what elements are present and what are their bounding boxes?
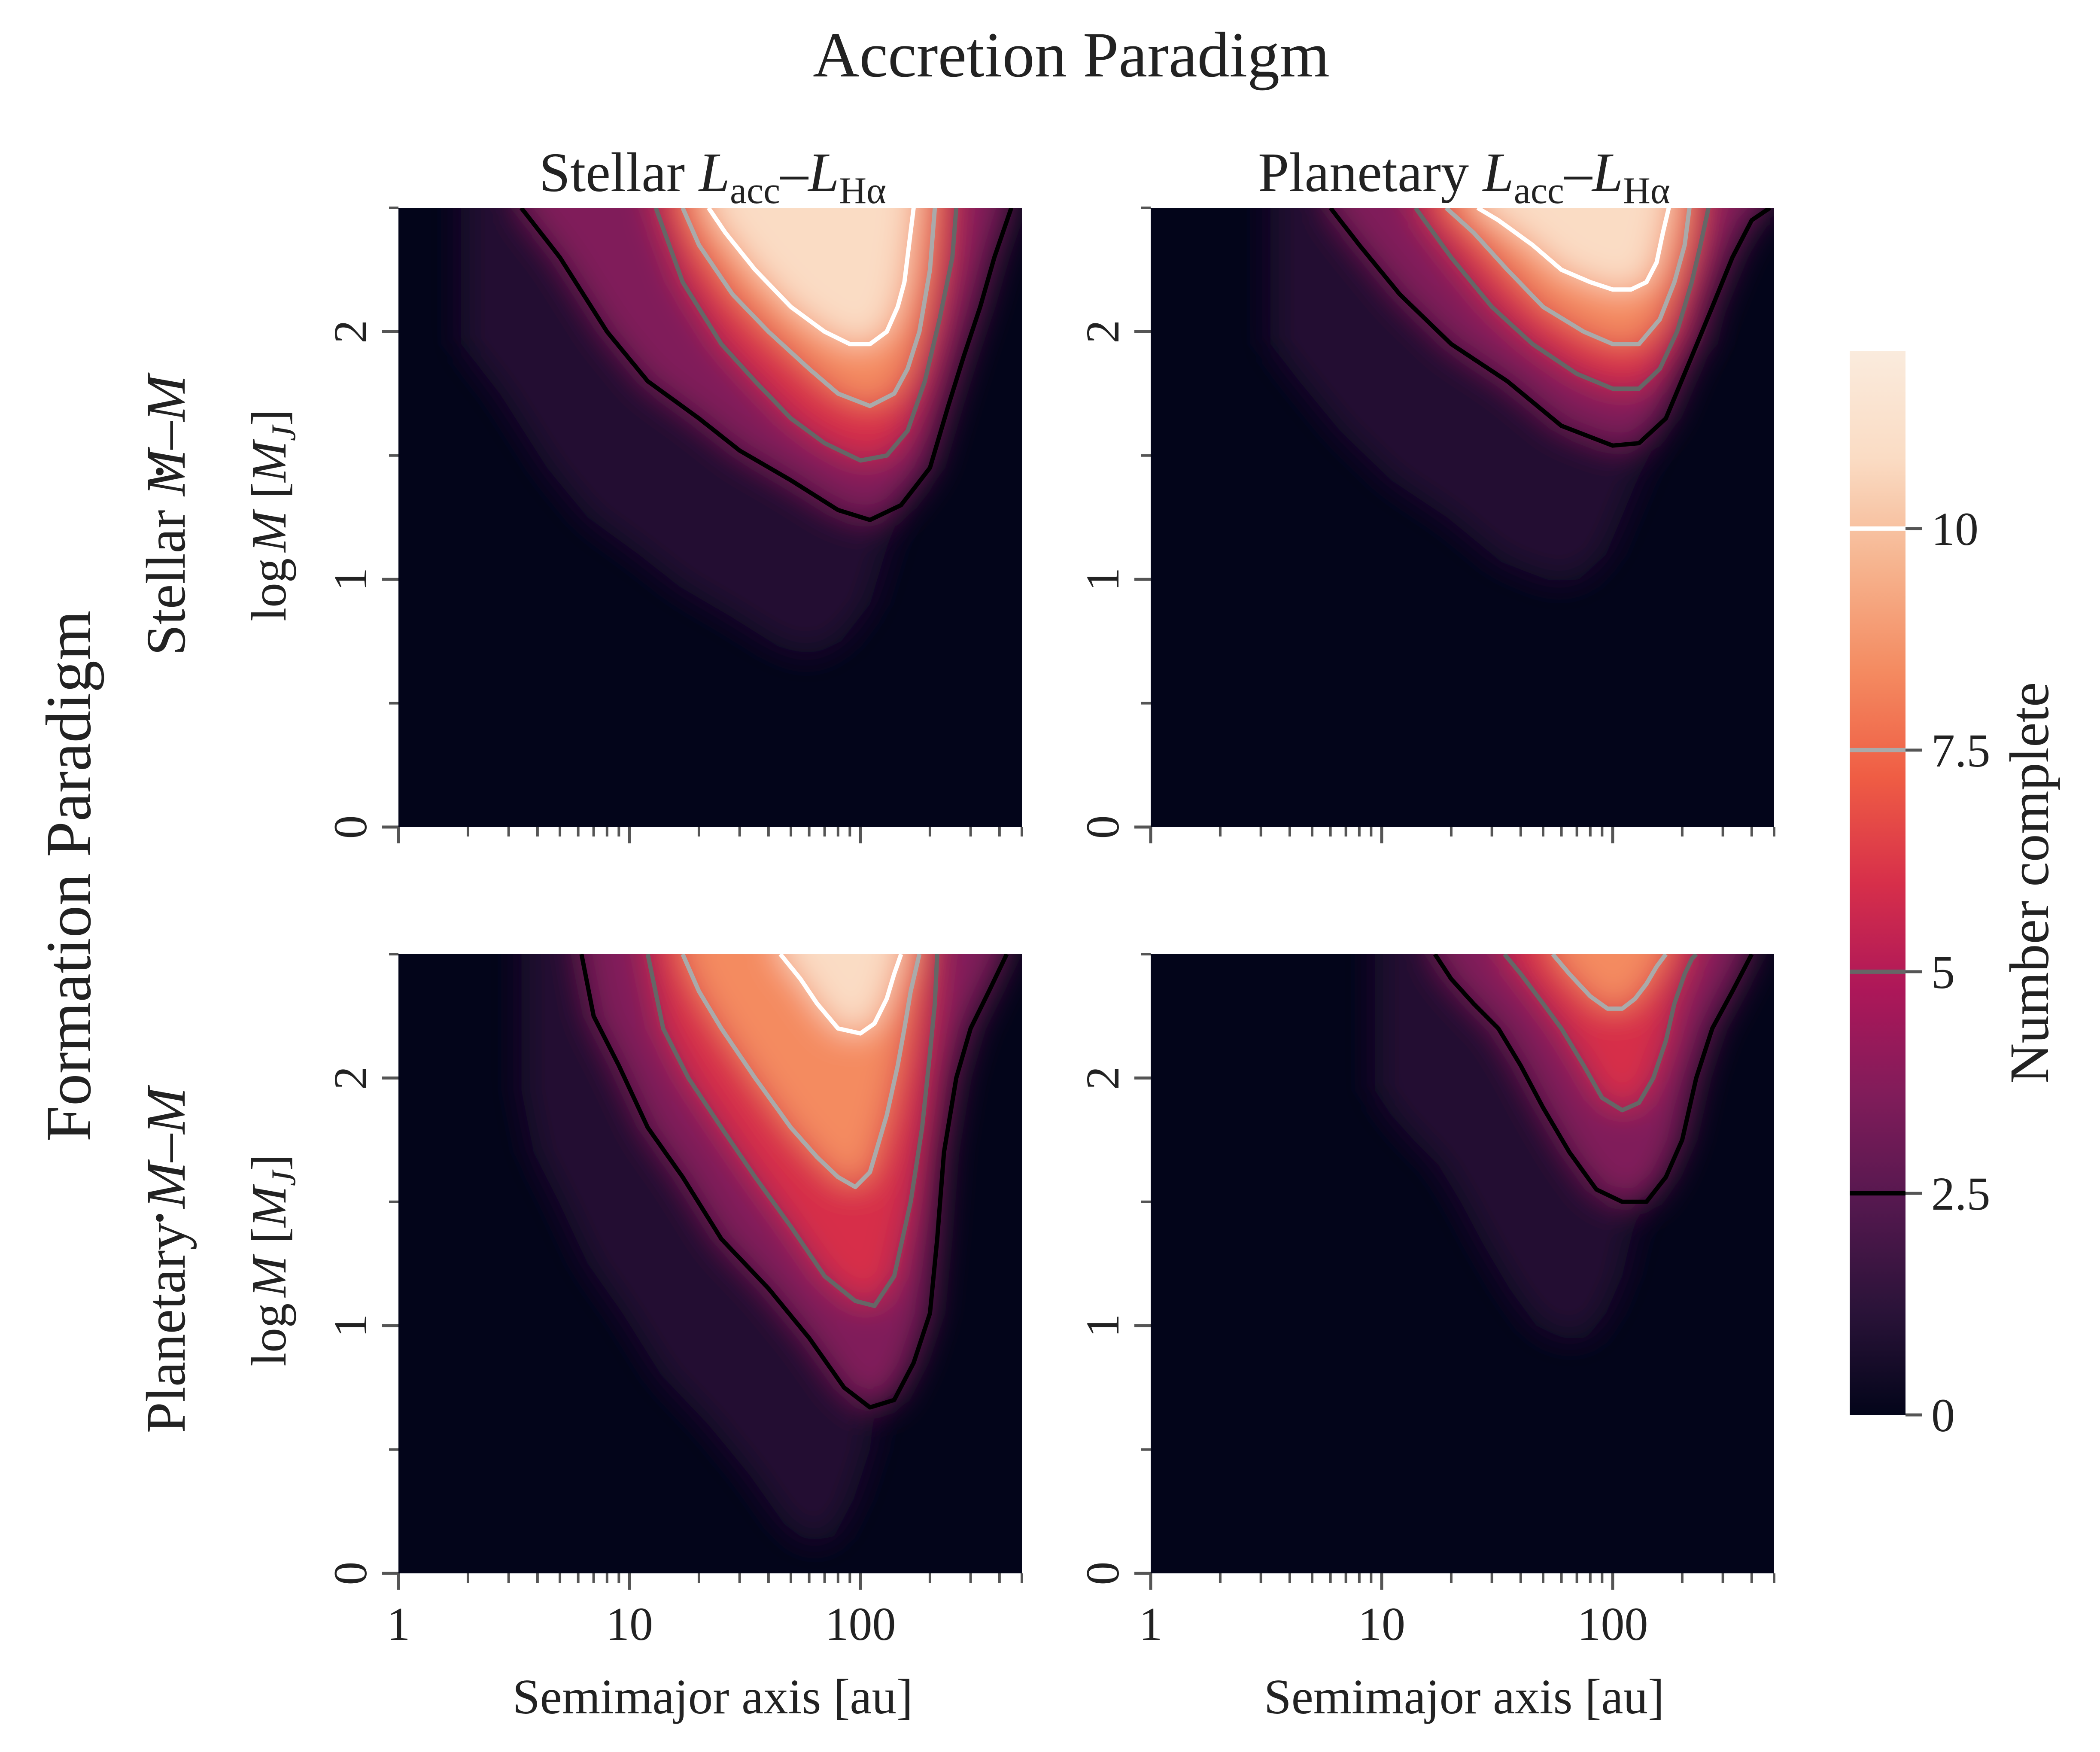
x-tick-label: 100 — [825, 1598, 896, 1650]
heatmap-region — [708, 208, 914, 344]
y-tick-label: 0 — [324, 815, 377, 839]
contour-line — [1328, 208, 1772, 448]
x-tick-label: 10 — [1358, 1598, 1405, 1650]
col-title-1: Stellar Lacc–LHα — [539, 142, 886, 212]
ylabel-row-1: logM [MJ] — [242, 409, 303, 621]
ylabel-row-2: logM [MJ] — [242, 1154, 303, 1366]
col-title-2: Planetary Lacc–LHα — [1258, 142, 1670, 212]
heatmap-fill — [461, 208, 1014, 656]
contour-line — [1444, 208, 1692, 347]
xlabel-col-1: Semimajor axis [au] — [513, 1670, 913, 1724]
y-tick-label: 2 — [324, 320, 377, 344]
mdot-dot-2 — [156, 1214, 164, 1222]
row-group-label: Formation Paradigm — [33, 610, 104, 1141]
colorbar-label: Number complete — [1999, 682, 2060, 1084]
y-tick-label: 0 — [1076, 1562, 1129, 1585]
mdot-dot-1 — [156, 468, 164, 475]
contour-line — [681, 954, 922, 1189]
heatmap-panel-stellar-planetary: 0 1 2 — [1076, 207, 1775, 843]
heatmap-fill — [1375, 954, 1754, 1338]
colorbar-tick-label: 10 — [1931, 503, 1978, 555]
colorbar-bar — [1850, 351, 1905, 1415]
contour-line — [653, 208, 959, 463]
contour-line — [645, 954, 939, 1308]
heatmap-fill — [1270, 208, 1772, 582]
heatmap-fill — [521, 954, 1009, 1544]
xlabel-col-2: Semimajor axis [au] — [1264, 1670, 1665, 1724]
contour-line — [778, 954, 903, 1036]
heatmap-region — [780, 954, 901, 1034]
row-title-1: Stellar M–M — [135, 372, 197, 656]
y-tick-label: 1 — [324, 1314, 377, 1338]
contour-line — [1433, 954, 1754, 1204]
contour-line — [579, 954, 1009, 1410]
y-tick-label: 0 — [1076, 815, 1129, 839]
y-tick-label: 2 — [1076, 320, 1129, 344]
heatmap-region — [1477, 208, 1669, 290]
colorbar-ticks: 0 2.5 5 7.5 10 — [1850, 503, 1991, 1442]
heatmap-panel-stellar-stellar: 0 1 2 — [324, 207, 1023, 843]
contour-line — [707, 208, 916, 347]
colorbar-tick-label: 0 — [1931, 1389, 1955, 1442]
colorbar-tick-label: 2.5 — [1931, 1168, 1991, 1220]
contour-line — [519, 208, 1014, 522]
colorbar-tick-label: 7.5 — [1931, 724, 1991, 777]
x-tick-label: 1 — [387, 1598, 410, 1650]
x-tick-label: 100 — [1577, 1598, 1648, 1650]
row-title-2: Planetary M–M — [135, 1085, 197, 1433]
colorbar-tick-label: 5 — [1931, 946, 1955, 998]
contour-line — [1476, 208, 1671, 292]
heatmap-region — [1504, 954, 1696, 1110]
contour-line — [681, 208, 937, 408]
x-tick-label: 1 — [1139, 1598, 1163, 1650]
contour-line — [1413, 208, 1711, 391]
y-tick-label: 2 — [1076, 1066, 1129, 1090]
contour-line — [1503, 954, 1698, 1113]
chart-title: Accretion Paradigm — [813, 19, 1330, 91]
x-tick-label: 10 — [606, 1598, 653, 1650]
colorbar: 0 2.5 5 7.5 10 Number complete — [1850, 351, 2060, 1442]
y-tick-label: 2 — [324, 1066, 377, 1090]
y-tick-label: 1 — [1076, 1314, 1129, 1338]
y-tick-label: 0 — [324, 1562, 377, 1585]
y-tick-label: 1 — [324, 568, 377, 591]
y-tick-label: 1 — [1076, 568, 1129, 591]
contour-line — [1551, 954, 1668, 1011]
